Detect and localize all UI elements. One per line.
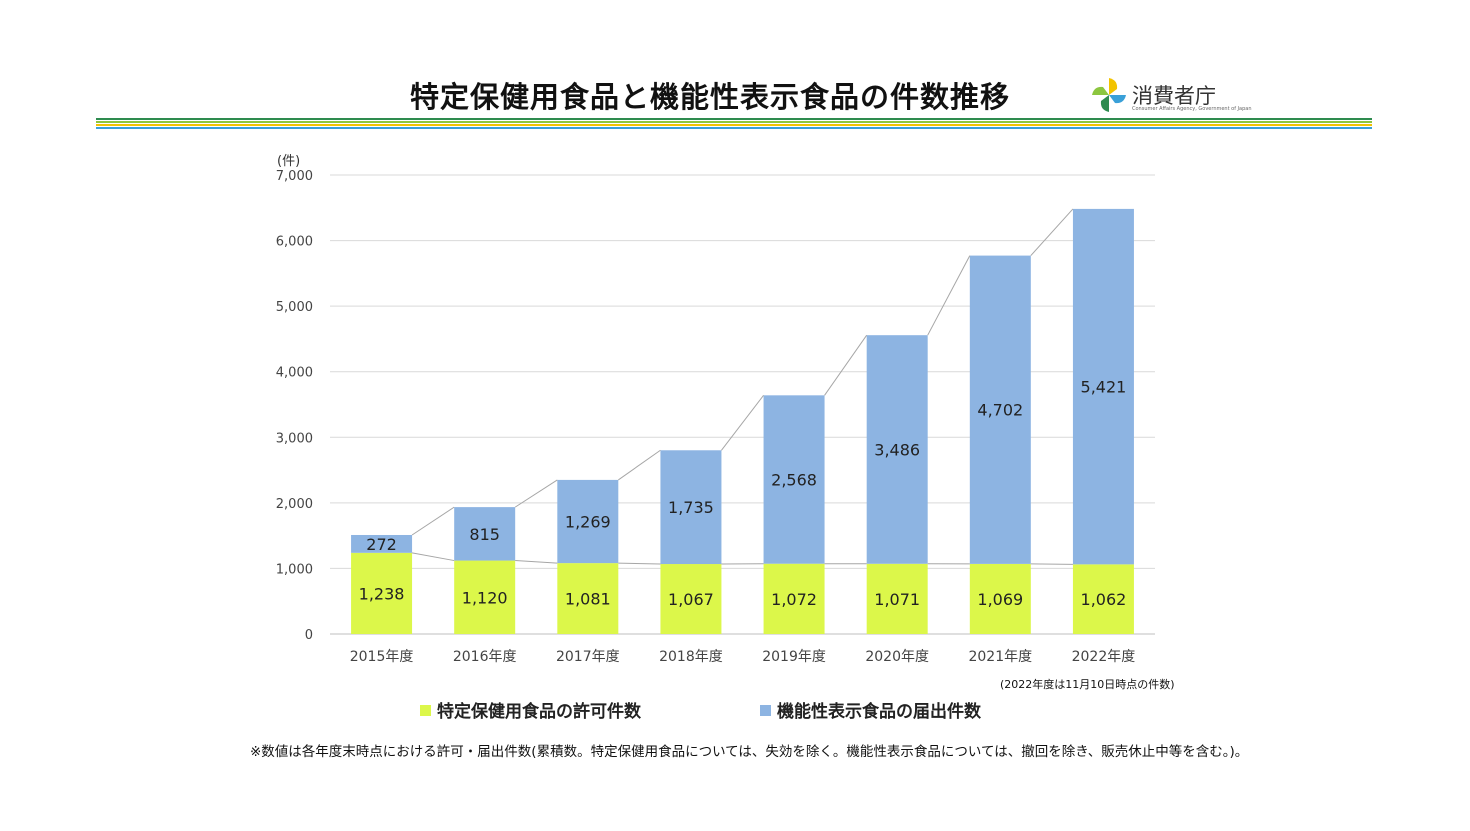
series-line-kinousei (1031, 209, 1073, 256)
legend-label-kinousei: 機能性表示食品の届出件数 (777, 702, 981, 722)
x-tick-label: 2021年度 (968, 649, 1032, 665)
data-label-kinousei: 1,269 (565, 513, 611, 532)
legend-label-tokuho: 特定保健用食品の許可件数 (437, 702, 641, 722)
legend-swatch-kinousei (760, 705, 771, 716)
chart-annotation: (2022年度は11月10日時点の件数) (1000, 676, 1175, 692)
series-line-kinousei (412, 507, 454, 535)
x-tick-label: 2017年度 (556, 649, 620, 665)
y-axis-unit-label: (件) (277, 154, 300, 169)
y-tick-label: 3,000 (276, 431, 313, 446)
y-tick-label: 7,000 (276, 169, 313, 184)
series-line-kinousei (721, 395, 763, 450)
legend-item-kinousei: 機能性表示食品の届出件数 (760, 697, 981, 722)
y-tick-label: 1,000 (276, 562, 313, 577)
chart-legend: 特定保健用食品の許可件数 機能性表示食品の届出件数 (420, 697, 1120, 721)
data-label-tokuho: 1,120 (462, 588, 508, 607)
x-tick-label: 2018年度 (659, 649, 723, 665)
y-tick-label: 6,000 (276, 235, 313, 250)
y-tick-label: 5,000 (276, 300, 313, 315)
data-label-kinousei: 272 (366, 535, 397, 554)
x-tick-label: 2015年度 (350, 649, 414, 665)
data-label-tokuho: 1,081 (565, 590, 611, 609)
series-line-kinousei (928, 256, 970, 336)
series-line-kinousei (825, 335, 867, 395)
series-line-tokuho (412, 553, 454, 561)
x-tick-label: 2020年度 (865, 649, 929, 665)
data-label-kinousei: 4,702 (977, 401, 1023, 420)
y-tick-label: 0 (305, 628, 313, 643)
legend-item-tokuho: 特定保健用食品の許可件数 (420, 697, 641, 722)
data-label-tokuho: 1,062 (1081, 590, 1127, 609)
data-label-tokuho: 1,072 (771, 590, 817, 609)
data-label-kinousei: 815 (469, 525, 500, 544)
legend-swatch-tokuho (420, 705, 431, 716)
y-tick-label: 4,000 (276, 366, 313, 381)
series-line-kinousei (618, 450, 660, 480)
data-label-kinousei: 3,486 (874, 440, 920, 459)
data-label-tokuho: 1,069 (977, 590, 1023, 609)
data-label-tokuho: 1,238 (359, 584, 405, 603)
x-tick-label: 2019年度 (762, 649, 826, 665)
data-label-kinousei: 1,735 (668, 498, 714, 517)
footnote: ※数値は各年度末時点における許可・届出件数(累積数。特定保健用食品については、失… (250, 740, 1248, 760)
x-tick-label: 2016年度 (453, 649, 517, 665)
y-tick-label: 2,000 (276, 497, 313, 512)
series-line-tokuho (618, 563, 660, 564)
data-label-tokuho: 1,071 (874, 590, 920, 609)
data-label-kinousei: 2,568 (771, 471, 817, 490)
data-label-kinousei: 5,421 (1081, 378, 1127, 397)
x-tick-label: 2022年度 (1072, 649, 1136, 665)
data-label-tokuho: 1,067 (668, 590, 714, 609)
series-line-tokuho (515, 561, 557, 564)
